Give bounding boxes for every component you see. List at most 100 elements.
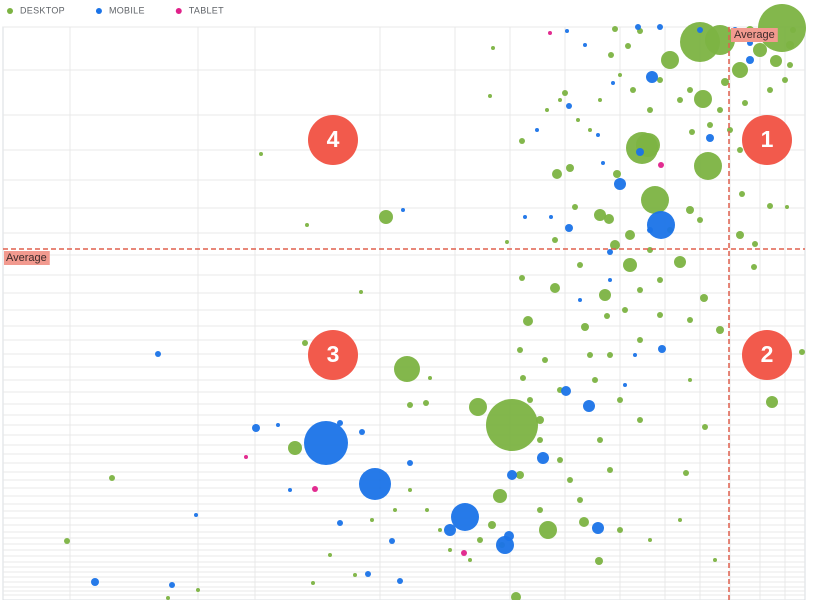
bubble xyxy=(607,467,613,473)
bubble xyxy=(64,538,70,544)
bubble xyxy=(276,423,280,427)
bubble xyxy=(688,378,692,382)
bubble xyxy=(647,211,675,239)
bubble xyxy=(519,275,525,281)
bubble xyxy=(488,94,492,98)
bubble xyxy=(566,103,572,109)
quadrant-label: 4 xyxy=(327,126,340,152)
bubble xyxy=(697,27,703,33)
bubble xyxy=(365,571,371,577)
bubble xyxy=(727,127,733,133)
bubble xyxy=(488,521,496,529)
bubble xyxy=(523,215,527,219)
bubble xyxy=(359,290,363,294)
bubble xyxy=(537,452,549,464)
bubble xyxy=(535,128,539,132)
legend-label: MOBILE xyxy=(109,5,145,15)
quadrant-badge xyxy=(742,330,792,380)
bubble xyxy=(657,277,663,283)
bubble xyxy=(397,578,403,584)
bubble xyxy=(637,287,643,293)
bubble xyxy=(598,98,602,102)
legend-label: DESKTOP xyxy=(20,5,65,15)
bubble xyxy=(608,52,614,58)
bubble xyxy=(379,210,393,224)
legend-swatch xyxy=(7,8,13,14)
overlay: Average Average xyxy=(3,27,805,600)
bubble xyxy=(646,71,658,83)
bubble xyxy=(537,437,543,443)
bubble xyxy=(393,508,397,512)
bubble xyxy=(519,138,525,144)
bubble xyxy=(507,470,517,480)
bubble xyxy=(608,278,612,282)
quadrant-label: 1 xyxy=(761,126,774,152)
bubble xyxy=(647,107,653,113)
bubble xyxy=(613,170,621,178)
bubble xyxy=(658,345,666,353)
bubble xyxy=(635,24,641,30)
bubble xyxy=(244,455,248,459)
bubble xyxy=(607,249,613,255)
bubble xyxy=(625,43,631,49)
bubble xyxy=(707,122,713,128)
bubble xyxy=(588,128,592,132)
bubble xyxy=(678,518,682,522)
bubble xyxy=(407,402,413,408)
average-label: Average xyxy=(734,29,775,41)
quadrant-label: 3 xyxy=(327,341,340,367)
bubble xyxy=(542,357,548,363)
bubble xyxy=(737,147,743,153)
bubble xyxy=(785,205,789,209)
bubble xyxy=(717,107,723,113)
grid xyxy=(2,26,806,600)
bubble xyxy=(545,108,549,112)
bubble xyxy=(328,553,332,557)
bubble xyxy=(558,98,562,102)
bubble xyxy=(661,51,679,69)
bubble xyxy=(601,161,605,165)
bubble xyxy=(742,100,748,106)
bubble xyxy=(752,241,758,247)
bubble xyxy=(468,558,472,562)
bubble xyxy=(617,397,623,403)
bubble xyxy=(648,538,652,542)
bubble xyxy=(527,397,533,403)
bubble xyxy=(169,582,175,588)
bubble xyxy=(713,558,717,562)
bubble xyxy=(109,475,115,481)
bubble xyxy=(438,528,442,532)
bubble xyxy=(700,294,708,302)
bubble xyxy=(641,186,669,214)
bubble xyxy=(705,25,735,55)
bubble xyxy=(408,488,412,492)
bubble xyxy=(612,26,618,32)
bubble xyxy=(469,398,487,416)
bubble xyxy=(566,164,574,172)
quadrant-badge xyxy=(308,330,358,380)
bubble xyxy=(674,256,686,268)
bubble xyxy=(770,55,782,67)
bubble xyxy=(505,240,509,244)
bubble xyxy=(592,377,598,383)
bubble xyxy=(477,537,483,543)
bubble xyxy=(428,376,432,380)
bubble xyxy=(444,524,456,536)
bubble xyxy=(647,227,653,233)
bubble xyxy=(683,470,689,476)
bubble xyxy=(288,488,292,492)
bubble xyxy=(517,347,523,353)
bubble xyxy=(583,400,595,412)
bubble xyxy=(407,460,413,466)
bubble xyxy=(536,416,544,424)
bubble xyxy=(686,206,694,214)
average-label: Average xyxy=(6,252,47,264)
legend-swatch xyxy=(95,8,102,14)
bubble xyxy=(610,240,620,250)
bubble xyxy=(587,352,593,358)
bubble xyxy=(689,129,695,135)
bubble xyxy=(637,417,643,423)
bubble xyxy=(389,538,395,544)
bubble xyxy=(557,457,563,463)
quadrant-badge xyxy=(742,115,792,165)
